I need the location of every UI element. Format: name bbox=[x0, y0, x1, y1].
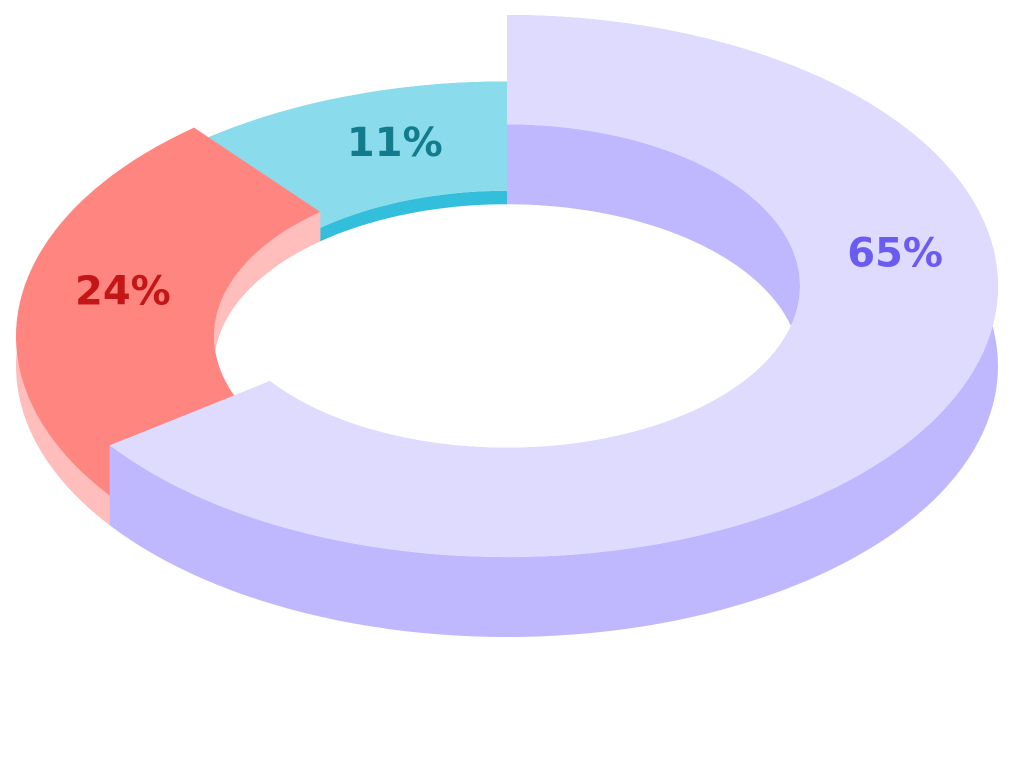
value-label: 65% bbox=[847, 231, 943, 277]
slice-top bbox=[109, 15, 998, 558]
slice-inner-wall bbox=[214, 211, 321, 462]
slice-inner-wall bbox=[320, 190, 507, 242]
value-label: 24% bbox=[75, 268, 171, 314]
slice-top bbox=[16, 127, 321, 496]
value-label: 11% bbox=[347, 120, 443, 166]
slice-outer-wall bbox=[109, 15, 998, 638]
